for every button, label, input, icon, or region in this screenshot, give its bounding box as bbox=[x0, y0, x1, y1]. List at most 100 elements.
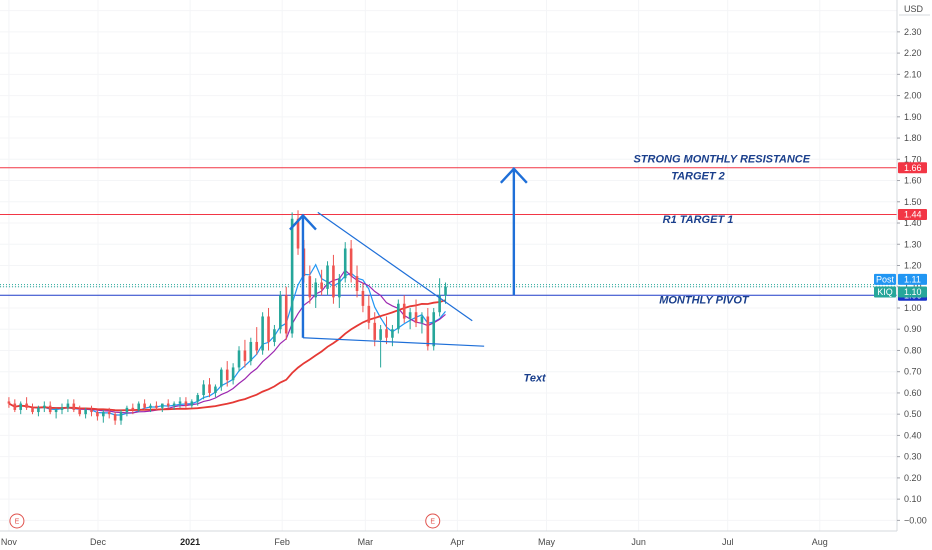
candle-body bbox=[137, 403, 141, 410]
x-tick-label: Feb bbox=[274, 537, 290, 547]
candle-body bbox=[420, 316, 424, 323]
candle-body bbox=[243, 350, 247, 362]
arrows bbox=[289, 167, 528, 338]
y-tick-label: 0.90 bbox=[904, 324, 922, 334]
y-tick-label: 0.60 bbox=[904, 388, 922, 398]
candle-body bbox=[149, 405, 152, 408]
annotation-text[interactable]: TARGET 2 bbox=[671, 170, 725, 182]
y-tick-label: 2.30 bbox=[904, 27, 922, 37]
candle-body bbox=[96, 412, 99, 417]
svg-text:1.66: 1.66 bbox=[904, 163, 922, 173]
price-badge: 1.44 bbox=[898, 209, 927, 221]
candle-body bbox=[261, 316, 264, 351]
y-tick-label: 1.60 bbox=[904, 176, 922, 186]
y-tick-label: 1.90 bbox=[904, 112, 922, 122]
candle-body bbox=[184, 401, 188, 406]
candle-body bbox=[343, 248, 347, 279]
candle-body bbox=[119, 412, 123, 421]
candle-body bbox=[273, 329, 276, 342]
candle-body bbox=[220, 369, 223, 387]
candle-body bbox=[166, 403, 170, 406]
candle-body bbox=[66, 403, 70, 408]
candle-body bbox=[37, 407, 40, 413]
annotation-text[interactable]: Text bbox=[524, 372, 548, 384]
x-tick-label: Mar bbox=[358, 537, 374, 547]
trendline[interactable] bbox=[317, 211, 473, 322]
annotation-text[interactable]: STRONG MONTHLY RESISTANCE bbox=[633, 153, 810, 165]
svg-text:Post: Post bbox=[876, 275, 895, 285]
currency-label: USD bbox=[904, 4, 924, 14]
candle-body bbox=[25, 403, 28, 408]
y-tick-label: 0.30 bbox=[904, 452, 922, 462]
y-tick-label: 2.20 bbox=[904, 48, 922, 58]
earnings-marker[interactable]: E bbox=[425, 513, 441, 529]
y-tick-label: 1.30 bbox=[904, 239, 922, 249]
candle-body bbox=[172, 403, 176, 406]
x-tick-label: Dec bbox=[90, 537, 107, 547]
y-tick-label: 1.20 bbox=[904, 261, 922, 271]
svg-text:1.11: 1.11 bbox=[904, 275, 921, 285]
candle-body bbox=[349, 248, 353, 277]
candle-body bbox=[391, 329, 394, 338]
candle-body bbox=[125, 407, 129, 413]
candle-body bbox=[113, 414, 117, 421]
candle-body bbox=[84, 409, 87, 415]
annotation-text[interactable]: R1 TARGET 1 bbox=[663, 214, 734, 226]
horizontal-levels bbox=[0, 167, 897, 296]
candle-body bbox=[426, 316, 430, 347]
svg-text:E: E bbox=[430, 519, 435, 526]
price-badge: 1.66 bbox=[898, 162, 927, 174]
y-tick-label: 1.70 bbox=[904, 154, 922, 164]
x-tick-label: Apr bbox=[450, 537, 464, 547]
candle-body bbox=[90, 409, 93, 413]
candle-body bbox=[214, 386, 217, 393]
candle-body bbox=[107, 412, 111, 415]
candle-body bbox=[249, 341, 253, 362]
candle-body bbox=[402, 303, 406, 319]
x-tick-label: Jul bbox=[722, 537, 734, 547]
candle-body bbox=[155, 405, 158, 408]
candle-body bbox=[102, 412, 105, 417]
price-axis[interactable]: USD 2.30 2.20 2.10 2.00 1.90 1.80 1.70 1.60 1.50 1… bbox=[874, 0, 932, 550]
svg-text:KIQ: KIQ bbox=[877, 287, 893, 297]
chart-grid bbox=[0, 0, 897, 531]
x-tick-label: May bbox=[538, 537, 556, 547]
candle-body bbox=[314, 282, 318, 298]
candle-body bbox=[408, 312, 412, 319]
arrow-up[interactable] bbox=[289, 213, 317, 338]
candle-body bbox=[196, 395, 200, 402]
arrow-up[interactable] bbox=[499, 167, 528, 296]
y-tick-label: 0.50 bbox=[904, 409, 922, 419]
candle-body bbox=[320, 282, 323, 289]
time-axis[interactable]: Nov Dec 2021 Feb Mar Apr May Jun Jul Aug bbox=[0, 530, 897, 547]
candle-body bbox=[225, 369, 229, 381]
moving-average-line bbox=[8, 299, 446, 412]
annotations: STRONG MONTHLY RESISTANCE TARGET 2 R1 TARG… bbox=[524, 153, 811, 384]
x-tick-label: Nov bbox=[1, 537, 18, 547]
candle-body bbox=[72, 403, 76, 410]
y-tick-label: 1.80 bbox=[904, 133, 922, 143]
candle-body bbox=[338, 278, 341, 298]
annotation-text[interactable]: MONTHLY PIVOT bbox=[659, 295, 750, 307]
candle-body bbox=[48, 405, 52, 413]
y-tick-label: 0.40 bbox=[904, 430, 922, 440]
trendline[interactable] bbox=[302, 337, 485, 347]
candle-body bbox=[78, 409, 82, 415]
trendlines bbox=[302, 211, 485, 347]
candle-body bbox=[208, 384, 211, 393]
y-tick-label: −0.00 bbox=[904, 515, 927, 525]
candle-body bbox=[54, 409, 58, 413]
candle-body bbox=[43, 405, 46, 408]
y-tick-label: 0.10 bbox=[904, 494, 922, 504]
candle-body bbox=[13, 403, 17, 410]
candle-body bbox=[444, 286, 447, 296]
earnings-marker[interactable]: E bbox=[9, 513, 25, 529]
y-tick-label: 1.40 bbox=[904, 218, 922, 228]
candle-body bbox=[178, 401, 182, 404]
y-tick-label: 0.70 bbox=[904, 367, 922, 377]
svg-text:E: E bbox=[15, 519, 20, 526]
candle-body bbox=[31, 407, 34, 413]
candle-body bbox=[432, 312, 436, 347]
